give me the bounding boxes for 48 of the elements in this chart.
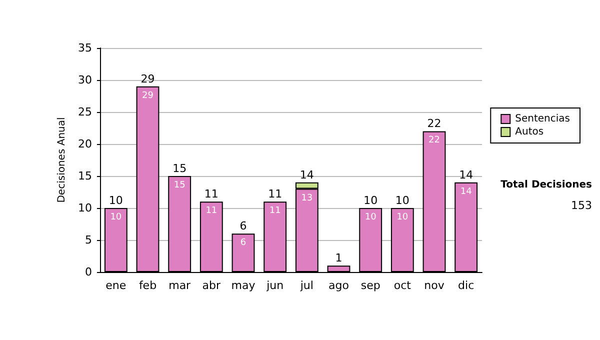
- y-axis-title: Decisiones Anual: [56, 117, 68, 203]
- x-tick-label: jul: [299, 279, 314, 292]
- total-label: 11: [268, 188, 282, 201]
- data-label: 22: [428, 136, 440, 146]
- data-label: 11: [206, 206, 218, 216]
- y-tick-label: 20: [78, 138, 92, 150]
- y-tick-label: 10: [78, 202, 92, 214]
- total-label: 29: [140, 72, 155, 86]
- total-label: 10: [364, 194, 378, 207]
- total-label: 22: [427, 117, 442, 130]
- data-label: 10: [396, 212, 408, 222]
- x-tick-label: oct: [394, 279, 412, 292]
- x-tick-label: ago: [328, 279, 350, 292]
- y-tick-label: 5: [85, 234, 92, 246]
- x-tick-label: may: [231, 279, 256, 292]
- total-label: 10: [395, 194, 410, 207]
- data-label: 10: [110, 212, 122, 222]
- legend-label: Autos: [515, 126, 544, 138]
- total-label: 1: [335, 252, 342, 265]
- text: 153: [571, 199, 592, 212]
- x-tick-label: abr: [202, 279, 222, 292]
- total-label: 11: [204, 188, 218, 201]
- data-label: 13: [301, 193, 313, 204]
- legend-label: Sentencias: [515, 114, 570, 124]
- data-label: 15: [174, 180, 186, 190]
- data-label: 10: [364, 212, 377, 222]
- x-tick-label: dic: [458, 279, 474, 292]
- total-label: 14: [459, 168, 474, 182]
- y-tick-label: 35: [78, 42, 92, 54]
- total-label: 6: [240, 220, 247, 233]
- data-label: 14: [460, 186, 472, 197]
- y-tick-label: 0: [85, 266, 92, 278]
- x-tick-label: feb: [138, 279, 157, 292]
- x-tick-label: ene: [106, 279, 126, 292]
- y-tick-label: 30: [78, 74, 92, 86]
- total-label: 10: [108, 194, 123, 207]
- total-label: 15: [172, 162, 187, 175]
- data-label: 29: [142, 90, 154, 101]
- data-label: 6: [240, 238, 246, 248]
- x-tick-label: jun: [266, 279, 284, 292]
- x-tick-label: mar: [168, 279, 192, 292]
- y-tick-label: 25: [78, 106, 92, 118]
- y-tick-label: 15: [78, 170, 92, 182]
- data-label: 11: [269, 206, 281, 216]
- x-tick-label: sep: [360, 279, 380, 292]
- x-tick-label: nov: [424, 279, 445, 292]
- text: Total Decisiones: [500, 180, 592, 190]
- total-label: 14: [300, 168, 314, 182]
